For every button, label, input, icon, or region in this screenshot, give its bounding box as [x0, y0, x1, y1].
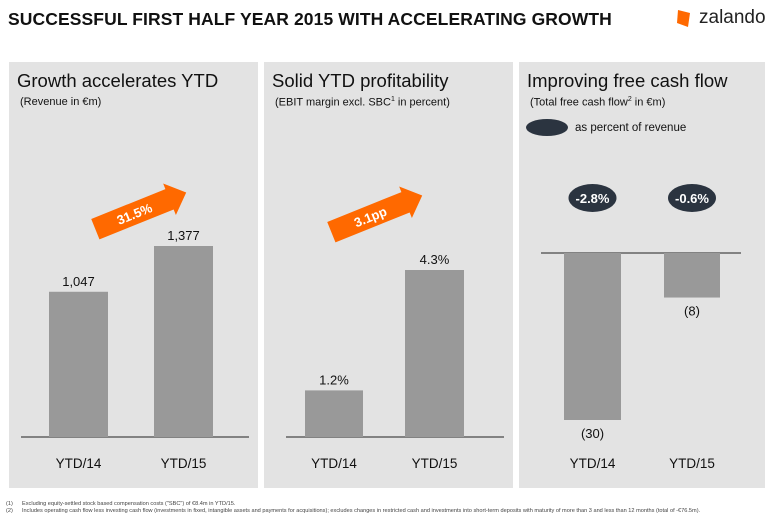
panel-subtitle: (EBIT margin excl. SBC1 in percent) — [275, 96, 450, 109]
arrow-shape — [91, 183, 187, 240]
percent-badge — [568, 184, 617, 212]
data-label: 1.2% — [319, 372, 349, 387]
bar — [405, 270, 464, 437]
legend-label: as percent of revenue — [575, 122, 687, 134]
percent-badge-label: -2.8% — [576, 191, 610, 206]
category-label: YTD/15 — [669, 456, 715, 471]
free-cash-flow-chart: (30) YTD/14 (8) YTD/15 -2.8% -0.6% — [541, 184, 741, 471]
ebit-panel: Solid YTD profitability (EBIT margin exc… — [264, 62, 513, 488]
data-label: (30) — [581, 426, 604, 441]
slide-title: SUCCESSFUL FIRST HALF YEAR 2015 WITH ACC… — [8, 9, 612, 29]
footnote: (2) Includes operating cash flow less inv… — [6, 508, 701, 514]
free-cash-flow-panel: Improving free cash flow (Total free cas… — [519, 62, 765, 488]
revenue-panel: Growth accelerates YTD (Revenue in €m) 1… — [9, 62, 258, 488]
panel-subtitle: (Revenue in €m) — [20, 96, 102, 108]
bar — [49, 291, 108, 437]
logo-wordmark: zalando — [699, 7, 766, 28]
panel-title: Growth accelerates YTD — [17, 70, 219, 91]
footnotes: (1) Excluding equity-settled stock based … — [6, 501, 766, 515]
data-label: 1,377 — [167, 228, 200, 243]
data-label: 1,047 — [62, 274, 95, 289]
percent-badge-label: -0.6% — [675, 191, 709, 206]
growth-arrow: 3.1pp — [327, 186, 423, 243]
bar — [564, 253, 621, 420]
bar — [664, 253, 720, 298]
category-label: YTD/14 — [56, 456, 102, 471]
bar — [154, 246, 213, 437]
category-label: YTD/14 — [570, 456, 616, 471]
zalando-logo: zalando — [675, 4, 770, 30]
panel-subtitle: (Total free cash flow2 in €m) — [530, 96, 666, 109]
percent-badge — [668, 184, 716, 212]
ebit-margin-chart: 1.2% YTD/14 4.3% YTD/15 3.1pp — [286, 186, 504, 471]
zalando-logo-icon — [677, 10, 690, 27]
arrow-shape — [327, 186, 423, 243]
category-label: YTD/15 — [412, 456, 458, 471]
data-label: 4.3% — [420, 252, 450, 267]
panel-title: Improving free cash flow — [527, 70, 728, 91]
panel-title: Solid YTD profitability — [272, 70, 449, 91]
footnote: (1) Excluding equity-settled stock based … — [6, 501, 236, 507]
category-label: YTD/14 — [311, 456, 357, 471]
legend-marker — [526, 119, 568, 136]
bar — [305, 390, 363, 437]
data-label: (8) — [684, 304, 700, 319]
category-label: YTD/15 — [161, 456, 207, 471]
